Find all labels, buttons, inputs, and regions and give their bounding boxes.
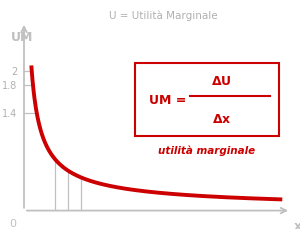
Text: U = Utilità Marginale: U = Utilità Marginale (109, 11, 217, 21)
Text: 0: 0 (10, 218, 16, 228)
Text: 1.4: 1.4 (2, 108, 17, 118)
Text: UM =: UM = (149, 93, 191, 106)
Text: 1.8: 1.8 (2, 81, 17, 90)
Text: utilità marginale: utilità marginale (158, 145, 256, 155)
Text: x: x (294, 219, 300, 229)
Text: $\mathbf{\Delta}$U: $\mathbf{\Delta}$U (211, 75, 232, 87)
Text: $\mathbf{\Delta}$x: $\mathbf{\Delta}$x (212, 112, 231, 125)
Text: 2: 2 (11, 67, 17, 76)
Text: UM: UM (11, 30, 33, 43)
FancyBboxPatch shape (135, 63, 279, 136)
